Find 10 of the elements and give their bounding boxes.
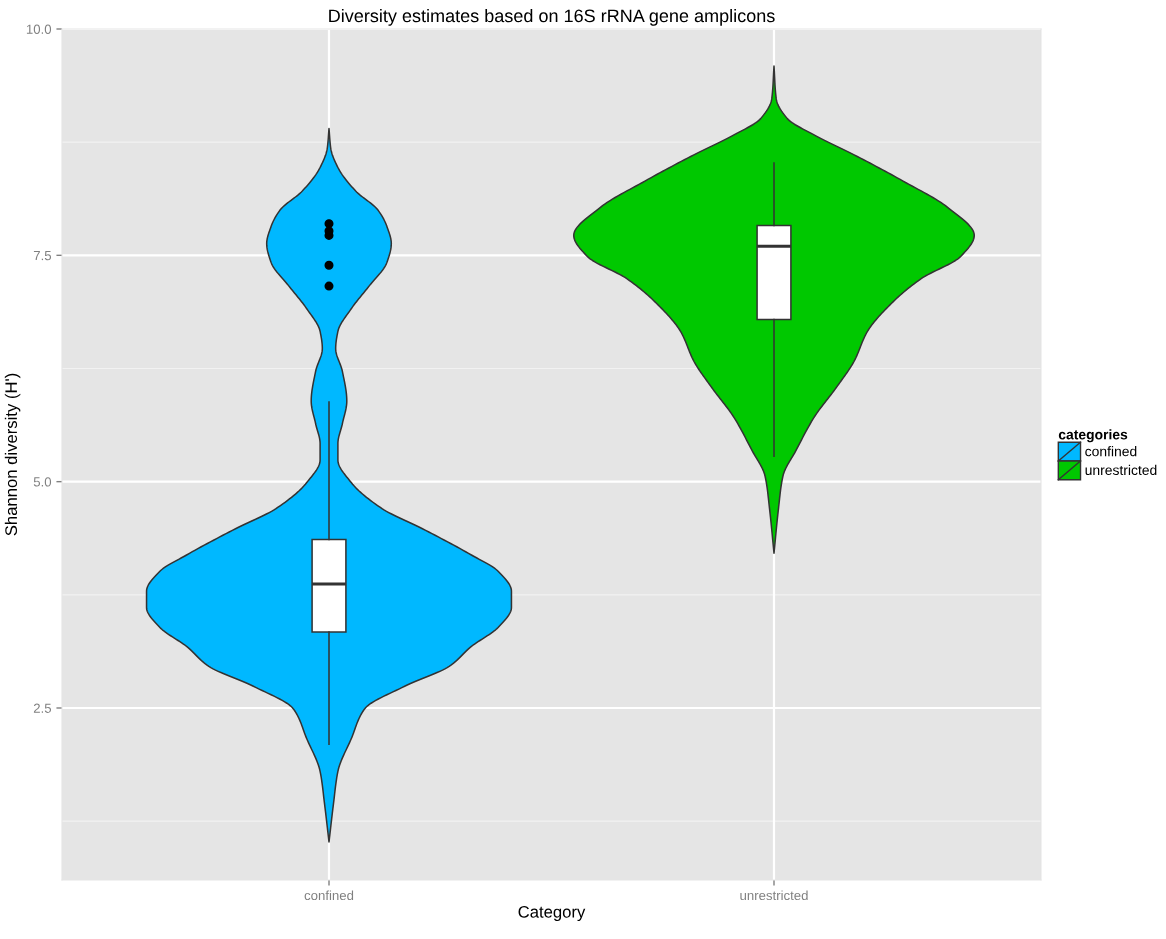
y-tick-label: 5.0	[33, 477, 52, 487]
y-axis-title: Shannon diversity (H')	[4, 373, 21, 536]
legend-label: confined	[1085, 446, 1137, 457]
y-tick-label: 7.5	[33, 251, 52, 261]
y-tick-label: 10.0	[26, 24, 52, 34]
x-axis-title: Category	[518, 905, 586, 922]
legend-title: categories	[1058, 429, 1128, 443]
y-tick-label: 2.5	[33, 703, 52, 713]
chart-title: Diversity estimates based on 16S rRNA gene amplicons	[329, 8, 775, 26]
legend-label: unrestricted	[1085, 464, 1157, 476]
